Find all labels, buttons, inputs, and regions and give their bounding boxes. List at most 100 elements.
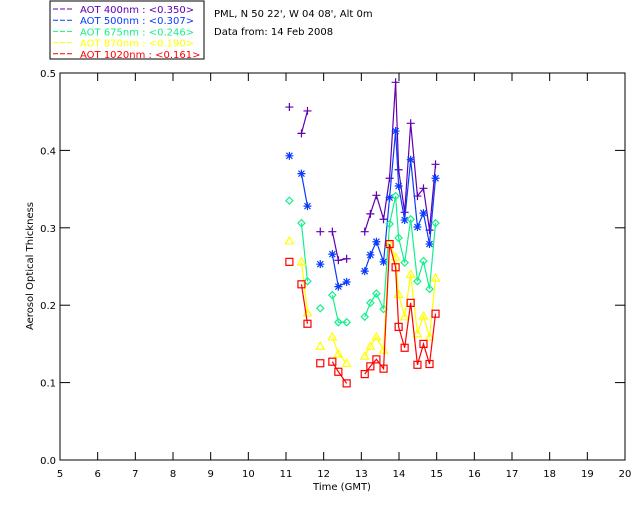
data-point-plus <box>406 119 415 128</box>
data-point-plus <box>342 254 351 263</box>
data-point-plus <box>328 227 337 236</box>
data-point-square <box>431 309 440 318</box>
y-tick-label: 0.0 <box>40 456 56 467</box>
data-point-square <box>413 360 422 369</box>
data-point-diamond <box>385 219 394 229</box>
series-line <box>331 295 347 323</box>
data-point-square <box>285 257 294 266</box>
data-point-asterisk <box>379 257 388 266</box>
data-point-diamond <box>334 317 343 327</box>
data-point-triangle <box>405 269 416 278</box>
data-point-triangle <box>359 351 370 360</box>
data-point-triangle <box>327 331 338 341</box>
data-point-diamond <box>391 191 400 201</box>
y-tick-label: 0.5 <box>40 69 56 80</box>
data-point-plus <box>431 160 440 169</box>
data-point-diamond <box>342 317 351 327</box>
x-tick-label: 8 <box>170 469 176 480</box>
data-point-asterisk <box>413 223 422 232</box>
data-point-triangle <box>315 341 326 350</box>
series-line <box>300 110 309 134</box>
data-point-plus <box>379 215 388 224</box>
data-point-triangle <box>399 311 410 321</box>
station-title: PML, N 50 22', W 04 08', Alt 0m <box>214 9 373 20</box>
data-point-diamond <box>303 276 312 286</box>
series-4 <box>285 239 440 388</box>
series-line <box>300 284 309 324</box>
data-point-asterisk <box>385 193 394 202</box>
x-tick-label: 20 <box>619 469 632 480</box>
data-point-diamond <box>327 290 337 300</box>
data-point-square <box>334 367 343 376</box>
data-point-square <box>394 322 403 331</box>
data-point-triangle <box>424 331 435 341</box>
data-point-plus <box>385 174 394 183</box>
data-point-diamond <box>315 303 325 313</box>
data-point-square <box>316 359 325 368</box>
x-tick-label: 19 <box>581 469 594 480</box>
x-tick-label: 14 <box>393 469 406 480</box>
data-point-asterisk <box>303 202 312 211</box>
data-point-diamond <box>366 298 375 308</box>
data-point-asterisk <box>372 237 381 246</box>
data-point-diamond <box>285 196 294 206</box>
data-point-diamond <box>360 312 370 322</box>
y-tick-label: 0.3 <box>40 224 56 235</box>
data-point-asterisk <box>366 250 375 259</box>
data-point-triangle <box>284 235 295 245</box>
y-axis-label: Aerosol Optical Thickness <box>25 202 36 330</box>
x-tick-label: 5 <box>57 469 63 480</box>
data-point-asterisk <box>425 240 434 249</box>
data-point-plus <box>334 256 343 265</box>
data-point-asterisk <box>285 151 294 160</box>
series-line <box>331 336 348 364</box>
data-point-plus <box>366 209 375 218</box>
data-point-asterisk <box>360 267 369 276</box>
data-point-diamond <box>406 214 416 224</box>
series-0 <box>285 78 440 265</box>
series-line <box>364 195 437 318</box>
data-point-square <box>360 369 369 379</box>
data-point-triangle <box>296 256 307 266</box>
data-point-square <box>406 298 415 307</box>
data-point-asterisk <box>328 250 337 259</box>
data-point-diamond <box>431 218 440 228</box>
x-tick-label: 18 <box>543 469 556 480</box>
data-point-plus <box>316 227 325 236</box>
series-3 <box>284 235 441 367</box>
series-line <box>300 173 309 207</box>
data-date: Data from: 14 Feb 2008 <box>214 27 333 38</box>
y-tick-label: 0.1 <box>40 379 56 390</box>
data-point-plus <box>394 165 403 174</box>
data-point-square <box>297 280 306 289</box>
data-point-triangle <box>341 358 352 367</box>
data-point-asterisk <box>342 277 351 286</box>
x-tick-label: 9 <box>207 469 213 480</box>
data-point-asterisk <box>391 127 400 136</box>
data-point-asterisk <box>400 216 409 225</box>
data-point-triangle <box>430 272 441 282</box>
data-point-plus <box>419 184 428 193</box>
data-point-square <box>400 343 409 352</box>
data-point-plus <box>372 191 381 200</box>
data-point-square <box>385 239 394 249</box>
plot-frame <box>59 72 626 461</box>
data-point-triangle <box>333 348 344 358</box>
legend-entry: AOT 400nm : <0.350> <box>80 5 194 16</box>
legend-entry: AOT 870nm : <0.190> <box>80 39 194 50</box>
data-point-plus <box>391 78 400 87</box>
x-tick-label: 12 <box>317 469 330 480</box>
data-point-square <box>342 379 351 388</box>
x-tick-label: 10 <box>242 469 255 480</box>
data-point-asterisk <box>406 155 415 164</box>
legend-entry: AOT 675nm : <0.246> <box>80 27 194 38</box>
data-point-triangle <box>412 328 423 338</box>
x-tick-label: 6 <box>94 469 100 480</box>
x-tick-label: 16 <box>468 469 481 480</box>
x-tick-label: 17 <box>506 469 519 480</box>
data-point-square <box>419 339 428 348</box>
data-point-square <box>379 364 388 373</box>
data-point-diamond <box>419 256 428 266</box>
data-point-diamond <box>297 218 306 228</box>
